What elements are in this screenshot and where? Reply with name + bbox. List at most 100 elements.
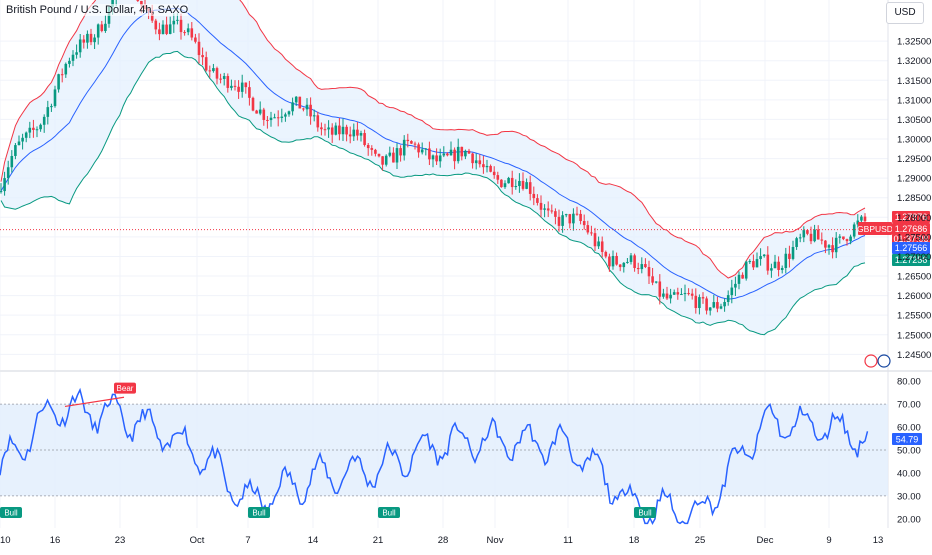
candle-body — [165, 24, 168, 34]
candle-body — [744, 261, 748, 279]
candle-body — [402, 139, 406, 156]
candle — [816, 225, 820, 240]
candle — [93, 34, 96, 50]
candle-body — [32, 127, 35, 130]
candle-body — [600, 241, 604, 252]
candle — [777, 256, 780, 277]
candle-body — [651, 276, 654, 283]
candle — [593, 227, 597, 252]
candle — [784, 247, 788, 274]
candle — [384, 154, 388, 167]
candle — [759, 248, 762, 266]
candle — [755, 252, 759, 268]
candle-body — [381, 156, 384, 165]
candle — [17, 135, 21, 146]
candle-body — [244, 82, 248, 88]
candle — [734, 276, 737, 297]
candle-body — [50, 106, 53, 108]
candle-body — [460, 146, 464, 157]
candle-body — [741, 274, 744, 279]
divergence-label-text: Bull — [4, 509, 18, 518]
candle-body — [618, 264, 622, 268]
candle — [82, 35, 86, 49]
candle — [654, 281, 658, 284]
candle-body — [698, 297, 701, 309]
candle-body — [644, 264, 647, 268]
candle — [856, 214, 860, 231]
candle — [424, 148, 428, 156]
candle — [449, 141, 453, 156]
candle — [334, 122, 338, 136]
time-tick-label: 16 — [50, 535, 61, 546]
countdown-tag-text: 01:37:08 — [893, 234, 928, 244]
candle — [39, 123, 42, 132]
candle-body — [705, 298, 708, 311]
candle-body — [374, 149, 377, 154]
candle-body — [240, 82, 244, 92]
candle-body — [258, 109, 262, 114]
candle — [50, 103, 53, 112]
uk-flag-icon — [877, 354, 891, 368]
candle-body — [798, 237, 802, 239]
candle — [820, 232, 824, 245]
candle-body — [266, 119, 269, 121]
upper-band-tag: 1.27876 — [892, 211, 930, 223]
candle — [14, 142, 17, 160]
candle-body — [111, 0, 114, 7]
candle-body — [96, 24, 100, 38]
candle — [766, 246, 770, 275]
candle-body — [500, 179, 503, 188]
candle-body — [251, 97, 255, 111]
time-tick-label: 21 — [373, 535, 384, 546]
candle — [842, 236, 845, 241]
candle-body — [467, 150, 471, 154]
candle — [752, 254, 755, 270]
candle-body — [564, 214, 568, 216]
time-tick-label: Nov — [487, 535, 504, 546]
candle — [348, 126, 352, 144]
candle — [215, 66, 219, 85]
candle-body — [626, 261, 629, 263]
candle — [273, 113, 276, 119]
price-tick-label: 1.31500 — [897, 76, 931, 87]
candle — [309, 97, 312, 125]
candle-body — [395, 148, 399, 163]
candle-body — [24, 132, 28, 138]
candle-body — [410, 141, 413, 144]
candle — [194, 33, 197, 44]
candle — [186, 23, 190, 36]
candle-body — [777, 261, 780, 270]
price-tick-label: 1.25000 — [897, 330, 931, 341]
basis-tag-text: 1.27566 — [895, 243, 928, 253]
candle-body — [795, 238, 798, 247]
candle — [190, 22, 194, 41]
candle-body — [42, 116, 46, 125]
time-tick-label: 14 — [308, 535, 319, 546]
candle-body — [608, 256, 611, 267]
candle — [694, 288, 698, 314]
candle — [201, 47, 204, 66]
candle-body — [273, 117, 276, 119]
candle — [230, 79, 233, 91]
candle-body — [215, 68, 219, 79]
candle — [518, 173, 521, 193]
candle-body — [154, 20, 158, 30]
candle-body — [518, 180, 521, 187]
candle — [327, 120, 330, 138]
candle — [233, 80, 237, 91]
candle-body — [597, 241, 600, 247]
candle — [262, 107, 266, 126]
candle-body — [852, 224, 856, 237]
candle-body — [136, 0, 140, 1]
candle — [330, 123, 334, 143]
last-price-tag-bg — [892, 223, 930, 235]
candle — [208, 65, 212, 78]
candle — [284, 112, 287, 122]
candle-body — [302, 108, 305, 110]
candle — [644, 258, 647, 269]
currency-button[interactable]: USD — [886, 2, 924, 24]
candle — [32, 119, 35, 138]
price-tick-label: 1.24500 — [897, 350, 931, 361]
